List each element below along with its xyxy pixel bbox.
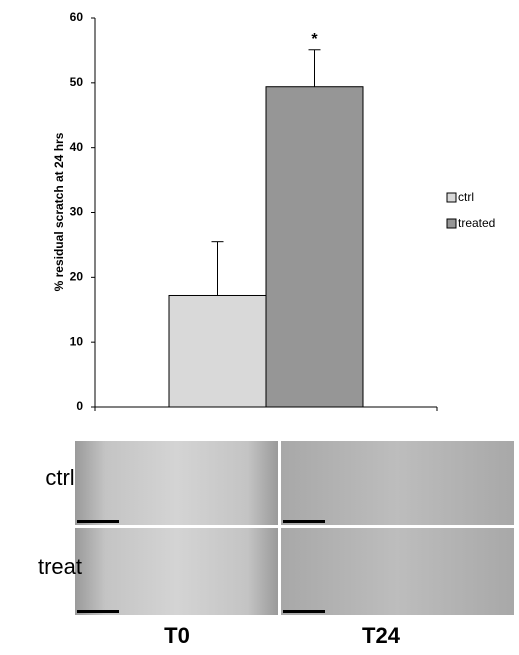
image <box>75 441 278 525</box>
image <box>75 528 278 615</box>
y-tick-label: 0 <box>76 399 83 413</box>
legend-swatch <box>446 192 457 203</box>
y-tick-label: 50 <box>70 75 84 89</box>
y-tick-label: 30 <box>70 205 84 219</box>
row-label: treat <box>38 554 82 579</box>
legend-swatch <box>446 218 457 229</box>
image <box>281 441 514 525</box>
legend-label: treated <box>458 216 495 230</box>
y-axis-title: % residual scratch at 24 hrs <box>52 132 66 291</box>
image <box>281 528 514 615</box>
legend-label: ctrl <box>458 190 474 204</box>
y-tick-label: 60 <box>70 10 84 24</box>
annotation: * <box>311 31 318 48</box>
bar <box>168 294 267 408</box>
scale-bar <box>77 610 119 613</box>
bar <box>265 86 364 408</box>
y-tick-label: 10 <box>70 334 84 348</box>
column-label: T0 <box>164 623 190 648</box>
y-tick-label: 40 <box>70 140 84 154</box>
scale-bar <box>283 520 325 523</box>
column-label: T24 <box>362 623 401 648</box>
row-label: ctrl <box>45 465 74 490</box>
micrographs <box>75 441 514 615</box>
scale-bar <box>77 520 119 523</box>
y-tick-label: 20 <box>70 270 84 284</box>
scale-bar <box>283 610 325 613</box>
